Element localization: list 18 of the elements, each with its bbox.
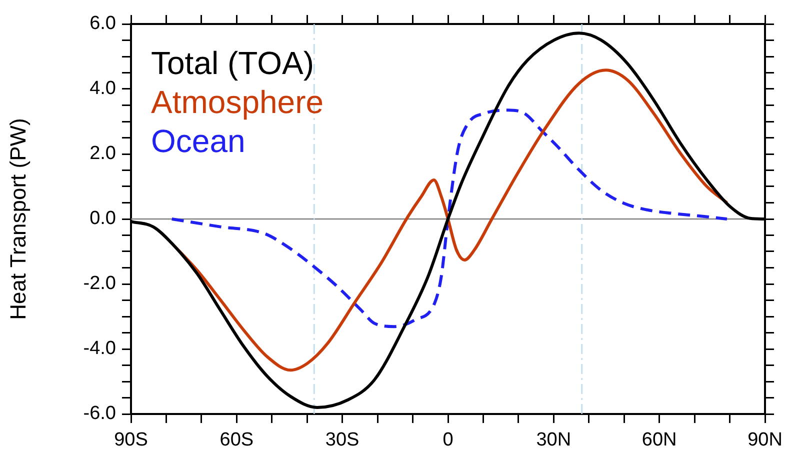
y-tick-label: 6.0 [90, 13, 116, 34]
y-tick-label: -2.0 [83, 273, 116, 294]
x-tick-label: 60S [220, 430, 254, 451]
series-label: Ocean [151, 123, 246, 159]
y-tick-label: 0.0 [90, 208, 116, 230]
y-axis-title: Heat Transport (PW) [5, 118, 30, 320]
y-tick-label: -6.0 [83, 403, 116, 424]
x-tick-label: 60N [642, 430, 677, 451]
x-tick-label: 90S [114, 430, 148, 451]
y-tick-label: 2.0 [90, 143, 116, 164]
x-tick-label: 30N [536, 430, 572, 451]
legend-label: Total (TOA) [151, 45, 314, 81]
y-tick-label: 4.0 [90, 78, 116, 100]
x-tick-label: 30S [325, 430, 360, 451]
x-tick-label: 90N [748, 430, 782, 451]
x-tick-label: 0 [442, 430, 454, 451]
y-tick-label: -4.0 [83, 338, 116, 360]
text: Atmosphere [151, 84, 324, 120]
